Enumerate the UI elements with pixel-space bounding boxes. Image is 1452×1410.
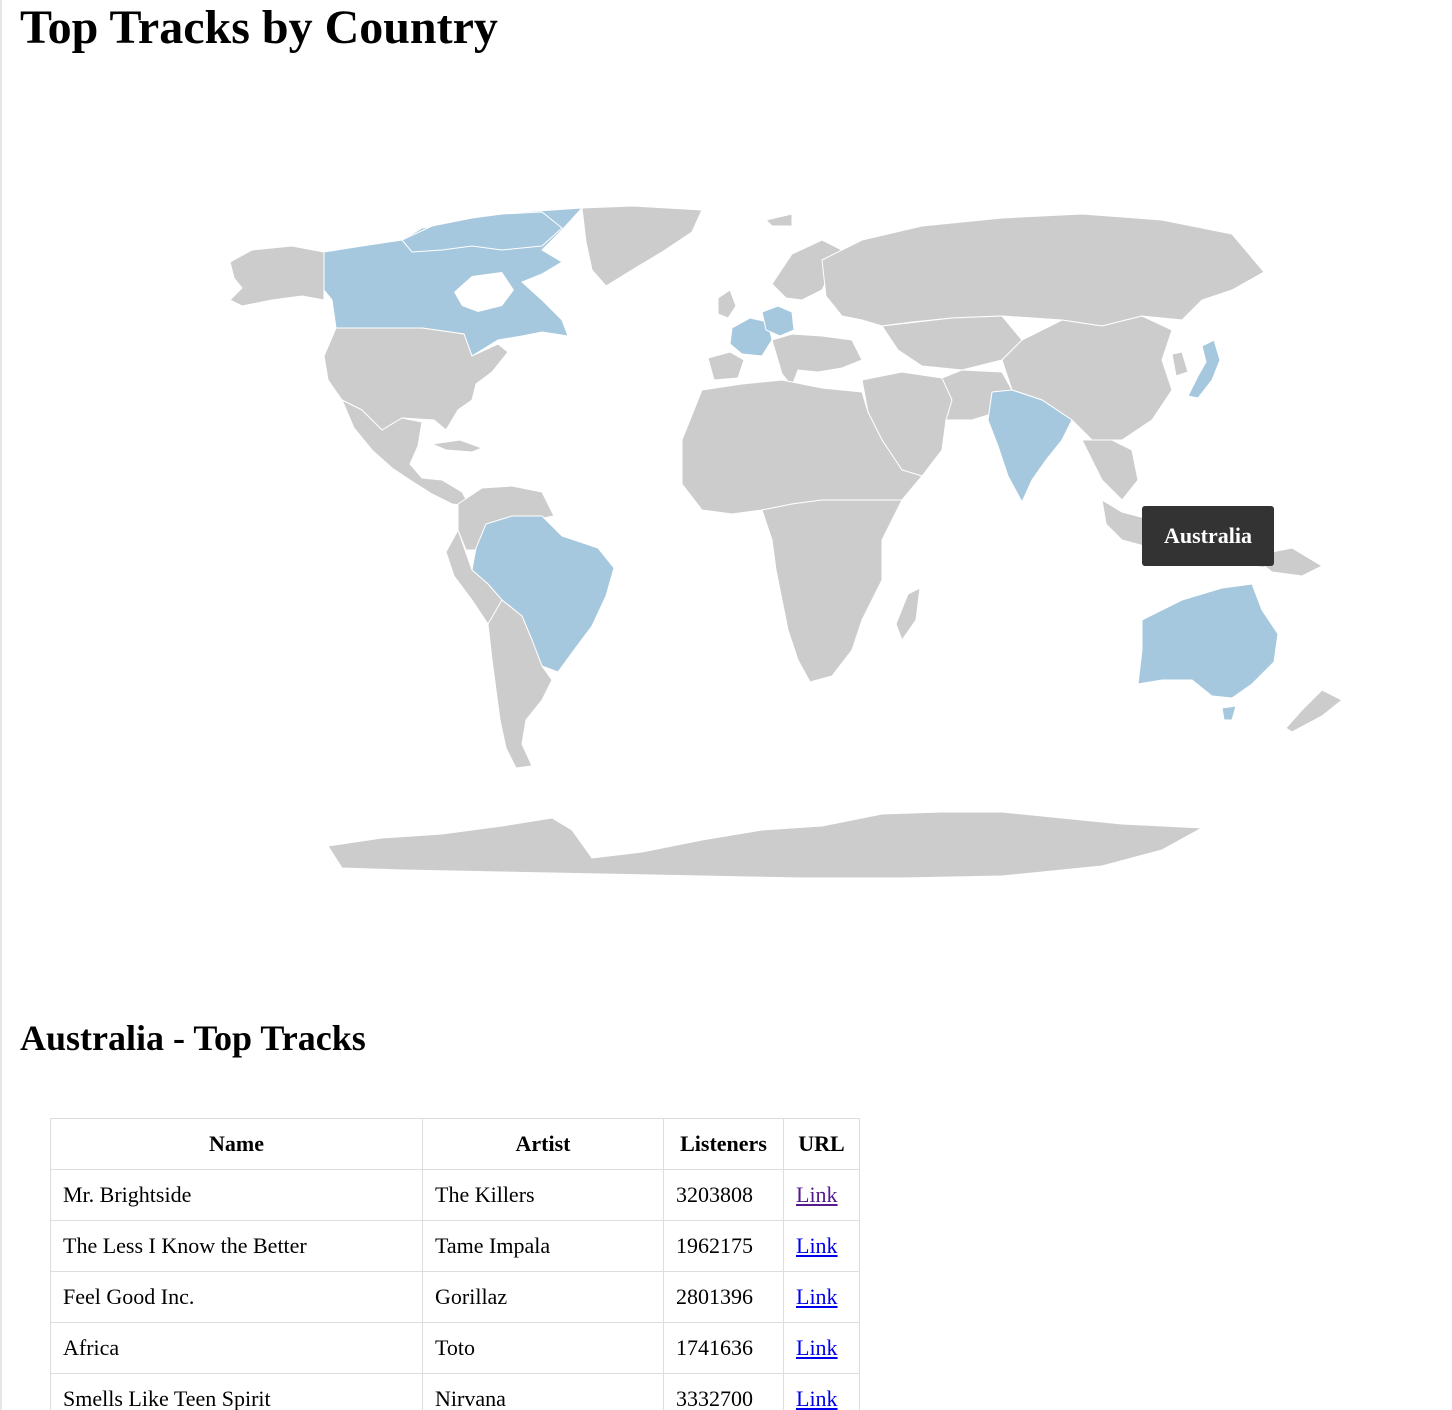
- country-russia[interactable]: [821, 213, 1265, 327]
- country-australia[interactable]: [1137, 583, 1279, 699]
- table-row: The Less I Know the Better Tame Impala 1…: [50, 1220, 860, 1272]
- track-url-cell: Link: [783, 1220, 860, 1272]
- selected-country-heading: Australia - Top Tracks: [20, 1018, 366, 1058]
- track-artist: The Killers: [422, 1169, 664, 1221]
- country-korea[interactable]: [1171, 351, 1189, 377]
- table-row: Mr. Brightside The Killers 3203808 Link: [50, 1169, 860, 1221]
- hudson-bay: [454, 272, 514, 312]
- table-row: Feel Good Inc. Gorillaz 2801396 Link: [50, 1271, 860, 1323]
- track-link[interactable]: Link: [796, 1335, 838, 1360]
- country-mexico[interactable]: [341, 398, 471, 507]
- track-artist: Nirvana: [422, 1373, 664, 1410]
- country-madagascar[interactable]: [895, 587, 921, 642]
- country-greenland[interactable]: [581, 205, 703, 287]
- track-name: Feel Good Inc.: [50, 1271, 423, 1323]
- track-link[interactable]: Link: [796, 1284, 838, 1309]
- table-row: Africa Toto 1741636 Link: [50, 1322, 860, 1374]
- country-antarctica[interactable]: [327, 811, 1204, 879]
- track-url-cell: Link: [783, 1169, 860, 1221]
- track-url-cell: Link: [783, 1271, 860, 1323]
- country-cuba[interactable]: [430, 439, 484, 453]
- country-canada-islands[interactable]: [401, 211, 563, 253]
- country-uk[interactable]: [717, 289, 737, 319]
- track-link[interactable]: Link: [796, 1386, 838, 1410]
- track-url-cell: Link: [783, 1373, 860, 1410]
- table-row: Smells Like Teen Spirit Nirvana 3332700 …: [50, 1373, 860, 1410]
- world-map: [2, 80, 1452, 980]
- page-title: Top Tracks by Country: [20, 1, 498, 54]
- country-southeast-asia[interactable]: [1081, 439, 1139, 501]
- track-listeners: 3203808: [663, 1169, 784, 1221]
- country-australia-tasmania[interactable]: [1221, 705, 1237, 721]
- country-france[interactable]: [729, 317, 773, 357]
- header-artist: Artist: [422, 1118, 664, 1170]
- map-tooltip: Australia: [1142, 506, 1274, 566]
- country-iberia[interactable]: [707, 351, 745, 381]
- header-name: Name: [50, 1118, 423, 1170]
- country-italy-balkans[interactable]: [771, 333, 863, 387]
- track-listeners: 1962175: [663, 1220, 784, 1272]
- track-artist: Tame Impala: [422, 1220, 664, 1272]
- track-link[interactable]: Link: [796, 1182, 838, 1207]
- header-url: URL: [783, 1118, 860, 1170]
- country-new-zealand[interactable]: [1285, 689, 1343, 733]
- country-usa-alaska[interactable]: [229, 245, 325, 307]
- track-link[interactable]: Link: [796, 1233, 838, 1258]
- world-map-svg: [229, 205, 1343, 879]
- track-name: Mr. Brightside: [50, 1169, 423, 1221]
- track-artist: Toto: [422, 1322, 664, 1374]
- country-germany[interactable]: [761, 305, 795, 337]
- country-argentina-chile[interactable]: [487, 599, 553, 769]
- country-central-southern-africa[interactable]: [761, 499, 903, 683]
- track-artist: Gorillaz: [422, 1271, 664, 1323]
- track-url-cell: Link: [783, 1322, 860, 1374]
- track-name: Smells Like Teen Spirit: [50, 1373, 423, 1410]
- track-listeners: 1741636: [663, 1322, 784, 1374]
- country-japan[interactable]: [1187, 339, 1221, 399]
- track-listeners: 2801396: [663, 1271, 784, 1323]
- top-tracks-table: Name Artist Listeners URL Mr. Brightside…: [50, 1118, 860, 1410]
- country-india[interactable]: [987, 389, 1073, 504]
- track-name: Africa: [50, 1322, 423, 1374]
- track-listeners: 3332700: [663, 1373, 784, 1410]
- table-header-row: Name Artist Listeners URL: [50, 1118, 860, 1170]
- country-central-asia[interactable]: [881, 315, 1023, 371]
- track-name: The Less I Know the Better: [50, 1220, 423, 1272]
- country-svalbard[interactable]: [765, 213, 793, 227]
- header-listeners: Listeners: [663, 1118, 784, 1170]
